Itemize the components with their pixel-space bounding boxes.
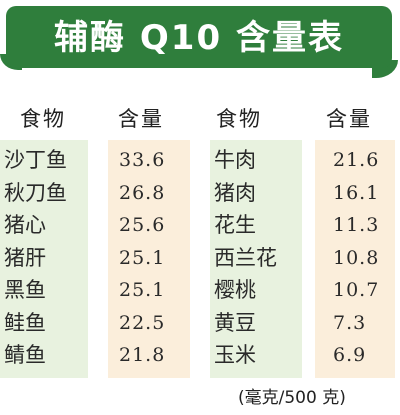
right-food-list: 牛肉 猪肉 花生 西兰花 樱桃 黄豆 玉米 xyxy=(214,144,277,372)
food-name: 樱桃 xyxy=(214,278,256,302)
content-value: 22.5 xyxy=(119,311,166,334)
content-value: 26.8 xyxy=(119,181,166,204)
content-value: 16.1 xyxy=(333,181,380,204)
content-value: 6.9 xyxy=(333,344,367,366)
food-name: 西兰花 xyxy=(214,245,277,270)
food-name: 鲭鱼 xyxy=(4,343,46,367)
left-value-list: 33.6 26.8 25.6 25.1 25.1 22.5 21.8 xyxy=(119,144,165,372)
content-value: 7.3 xyxy=(333,311,367,334)
food-name: 鲑鱼 xyxy=(4,310,46,335)
content-value: 25.1 xyxy=(119,279,166,301)
food-name: 黄豆 xyxy=(214,310,256,335)
food-name: 牛肉 xyxy=(214,148,256,172)
food-name: 沙丁鱼 xyxy=(4,148,67,172)
content-value: 33.6 xyxy=(119,149,166,171)
left-food-header: 食物 xyxy=(20,107,66,131)
food-name: 猪心 xyxy=(4,213,46,237)
food-name: 黑鱼 xyxy=(4,278,46,302)
right-food-column-bg xyxy=(210,140,302,378)
food-name: 玉米 xyxy=(214,343,256,367)
left-food-column-bg xyxy=(0,140,88,378)
food-name: 秋刀鱼 xyxy=(4,180,67,205)
title-banner xyxy=(6,6,392,68)
content-value: 21.8 xyxy=(119,344,166,366)
right-value-column-bg xyxy=(315,140,395,378)
left-food-list: 沙丁鱼 秋刀鱼 猪心 猪肝 黑鱼 鲑鱼 鲭鱼 xyxy=(4,144,67,372)
left-value-column-bg xyxy=(108,140,190,378)
unit-note: (毫克/500 克) xyxy=(238,388,346,408)
content-value: 10.7 xyxy=(333,279,380,301)
food-name: 猪肝 xyxy=(4,245,46,270)
right-value-list: 21.6 16.1 11.3 10.8 10.7 7.3 6.9 xyxy=(333,144,379,372)
right-food-header: 食物 xyxy=(216,107,262,131)
food-name: 猪肉 xyxy=(214,180,256,205)
content-value: 21.6 xyxy=(333,149,380,171)
content-value: 10.8 xyxy=(333,246,380,269)
page-title: 辅酶 Q10 含量表 xyxy=(54,18,344,58)
content-value: 11.3 xyxy=(333,214,380,236)
content-value: 25.6 xyxy=(119,214,166,236)
left-content-header: 含量 xyxy=(118,107,164,131)
right-content-header: 含量 xyxy=(326,107,372,131)
food-name: 花生 xyxy=(214,213,256,237)
content-value: 25.1 xyxy=(119,246,166,269)
